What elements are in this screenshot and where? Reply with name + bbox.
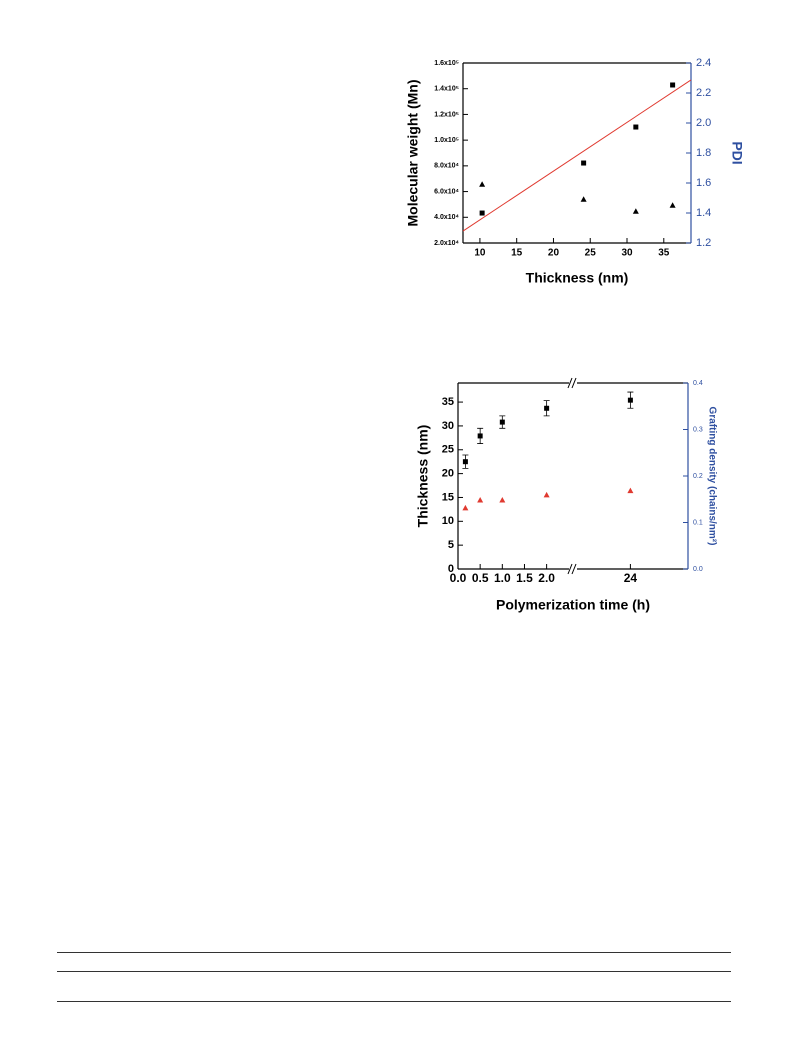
data-point [627,487,634,494]
y-tick-label: 1.2x10⁵ [434,111,459,118]
data-point [670,82,676,88]
y-tick-label: 1.0x10⁵ [434,137,459,144]
y2-tick-label: 0.2 [693,473,703,480]
x-tick-label: 0.0 [450,571,467,585]
x-axis-title: Polymerization time (h) [496,597,650,613]
y2-tick-label: 1.8 [696,147,711,159]
y2-tick-label: 0.1 [693,519,703,526]
axis-break [571,377,577,389]
y2-tick-label: 2.2 [696,87,711,99]
data-point [543,491,550,498]
y-tick-label: 15 [442,491,454,503]
y-tick-label: 6.0x10⁴ [434,188,459,195]
axis-break [569,565,577,573]
data-point [499,419,505,425]
data-point [477,496,484,503]
data-point [479,181,486,187]
rule [57,952,731,953]
y2-axis-title: PDI [729,141,745,164]
y-tick-label: 2.0x10⁴ [434,240,459,247]
y-tick-label: 4.0x10⁴ [434,214,459,221]
data-point [627,397,633,403]
y2-tick-label: 1.4 [696,207,711,219]
x-tick-label: 1.5 [516,571,533,585]
y-axis-title: Molecular weight (Mn) [405,80,421,227]
axis-break [569,379,577,387]
fit-line [462,79,692,232]
y-tick-label: 5 [448,539,454,551]
x-tick-label: 1.0 [494,571,511,585]
data-point [581,160,587,166]
y-tick-label: 30 [442,420,454,432]
data-point [633,124,639,130]
y2-tick-label: 0.3 [693,426,703,433]
x-axis-title: Thickness (nm) [526,270,629,286]
y-tick-label: 35 [442,396,454,408]
data-point [580,196,587,202]
y-tick-label: 8.0x10⁴ [434,163,459,170]
y-tick-label: 1.4x10⁵ [434,86,459,93]
y2-tick-label: 1.2 [696,237,711,249]
data-point [499,496,506,503]
y-tick-label: 20 [442,468,454,480]
data-point [544,405,550,411]
data-point [669,202,676,208]
y-tick-label: 1.6x10⁵ [434,60,459,67]
axis-break [567,563,573,575]
x-tick-label: 2.0 [538,571,555,585]
data-point [632,208,639,214]
y2-tick-label: 2.0 [696,117,711,129]
y-axis-title: Thickness (nm) [415,425,431,528]
y2-tick-label: 0.4 [693,380,703,387]
x-tick-label: 15 [511,248,523,259]
x-tick-label: 25 [585,248,597,259]
x-tick-label: 24 [624,571,638,585]
y-tick-label: 0 [448,563,454,575]
rule [57,1001,731,1002]
x-tick-label: 30 [621,248,633,259]
axis-break [567,377,573,389]
y-tick-label: 25 [442,444,454,456]
x-tick-label: 10 [474,248,486,259]
y-tick-label: 10 [442,515,454,527]
data-point [477,433,483,439]
data-point [479,210,485,216]
rule [57,971,731,972]
y2-tick-label: 1.6 [696,177,711,189]
y2-axis-title: Grafting density (chains/nm²) [706,407,717,546]
y2-tick-label: 2.4 [696,57,711,69]
x-tick-label: 35 [658,248,670,259]
axis-break [571,563,577,575]
data-point [462,459,468,465]
y2-tick-label: 0.0 [693,566,703,573]
x-tick-label: 0.5 [472,571,489,585]
data-point [462,504,469,511]
x-tick-label: 20 [548,248,560,259]
